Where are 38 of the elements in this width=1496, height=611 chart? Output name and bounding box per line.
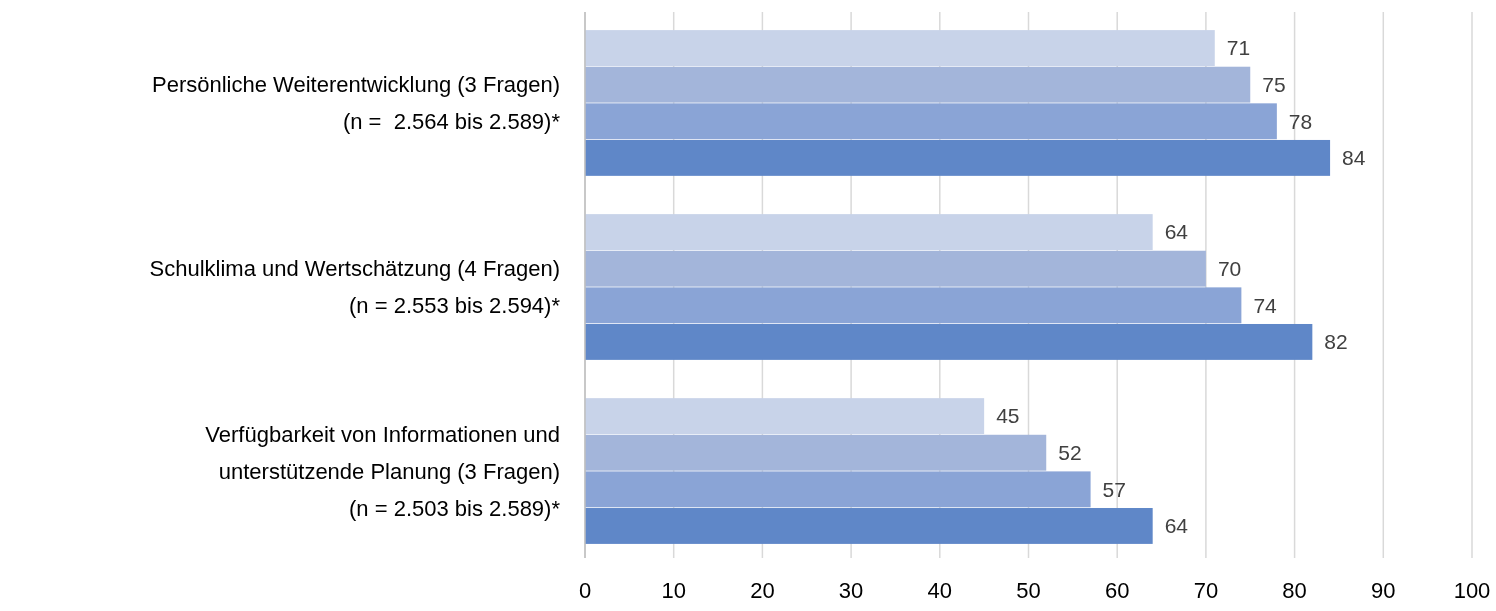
y-tick-label: Schulklima und Wertschätzung (4 Fragen) (n = 2.553 bis 2.594)* <box>149 256 561 319</box>
data-label: 64 <box>1164 220 1189 244</box>
y-tick-label: Verfügbarkeit von Informationen und unterstützende Planung (3 Fragen) (n = 2.503 bis 2.589)* <box>205 421 561 521</box>
x-tick-label: 50 <box>1016 578 1041 603</box>
x-tick-label: 100 <box>1453 578 1491 603</box>
bar <box>585 139 1331 176</box>
x-tick-label: 80 <box>1282 578 1307 603</box>
data-label: 57 <box>1102 477 1126 501</box>
x-tick-label: 60 <box>1104 578 1130 603</box>
bar <box>585 287 1242 324</box>
x-tick-label: 20 <box>750 578 775 603</box>
x-tick-label: 30 <box>838 578 864 603</box>
data-label: 52 <box>1058 441 1082 465</box>
bar <box>585 214 1153 251</box>
x-tick-label: 0 <box>578 578 592 603</box>
data-label: 64 <box>1164 514 1189 538</box>
data-label: 84 <box>1342 146 1366 170</box>
bar <box>585 508 1153 544</box>
data-label: 45 <box>996 404 1020 428</box>
y-tick-label: Persönliche Weiterentwicklung (3 Fragen) (n = 2.564 bis 2.589)* <box>152 72 561 135</box>
x-tick-label: 90 <box>1371 578 1396 603</box>
bar <box>585 323 1313 360</box>
x-tick-label: 70 <box>1193 578 1219 603</box>
data-label: 82 <box>1324 330 1348 354</box>
data-label: 78 <box>1288 109 1313 133</box>
bar <box>585 250 1206 287</box>
bar <box>585 66 1251 103</box>
bar <box>585 103 1277 140</box>
data-label: 71 <box>1226 36 1251 60</box>
bar <box>585 471 1091 508</box>
bar <box>585 30 1215 66</box>
x-tick-label: 10 <box>661 578 686 603</box>
x-tick-label: 40 <box>927 578 953 603</box>
data-label: 74 <box>1253 293 1278 317</box>
bar <box>585 434 1047 471</box>
data-label: 70 <box>1217 257 1242 281</box>
data-label: 75 <box>1262 73 1286 97</box>
bar <box>585 398 985 435</box>
